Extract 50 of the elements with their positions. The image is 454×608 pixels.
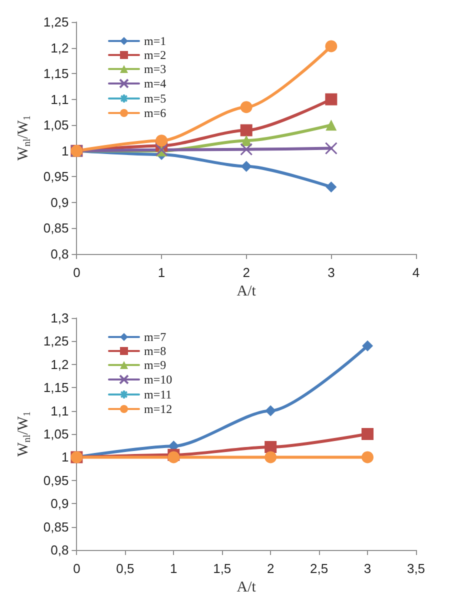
- y-tick-label: 1,3: [50, 310, 69, 326]
- legend-label: m=2: [144, 48, 166, 62]
- y-tick-label: 1,05: [43, 118, 69, 133]
- x-tick-label: 3,5: [406, 561, 426, 576]
- y-tick-label: 1,1: [50, 403, 69, 418]
- y-tick-label: 1,15: [43, 66, 69, 82]
- y-axis-title: Wnl/W1: [16, 115, 33, 161]
- x-tick-label: 1,5: [213, 561, 232, 576]
- x-tick-label: 0,5: [116, 561, 134, 576]
- legend-label: m=5: [144, 92, 166, 106]
- legend-label: m=3: [144, 62, 166, 76]
- x-tick-label: 3: [364, 561, 372, 576]
- x-tick-label: 2: [242, 265, 250, 280]
- y-tick-label: 0,9: [50, 496, 69, 512]
- legend-label: m=9: [144, 358, 166, 372]
- x-tick-label: 4: [412, 265, 420, 280]
- legend-label: m=1: [144, 34, 166, 48]
- x-tick-label: 3: [328, 265, 335, 280]
- y-tick-label: 0,95: [43, 169, 69, 184]
- legend-label: m=12: [144, 402, 172, 416]
- legend-label: m=10: [144, 372, 172, 386]
- y-tick-label: 1,25: [43, 334, 69, 349]
- legend-label: m=8: [144, 344, 166, 358]
- y-tick-label: 1,2: [50, 40, 69, 56]
- legend-label: m=6: [144, 106, 166, 120]
- y-tick-label: 1: [61, 143, 69, 158]
- y-tick-label: 0,8: [50, 542, 69, 558]
- y-tick-label: 1,25: [43, 14, 69, 30]
- legend-label: m=4: [144, 76, 166, 90]
- y-tick-label: 1,2: [50, 356, 69, 372]
- y-tick-label: 1,1: [50, 92, 69, 107]
- y-tick-label: 0,9: [50, 194, 69, 210]
- x-axis-title: A/t: [236, 284, 257, 300]
- legend-label: m=7: [144, 330, 166, 344]
- y-tick-label: 1: [61, 450, 69, 465]
- x-tick-label: 1: [170, 561, 178, 576]
- y-tick-label: 0,8: [50, 246, 69, 262]
- legend-label: m=11: [144, 388, 172, 402]
- x-tick-label: 2,5: [310, 561, 328, 576]
- x-tick-label: 1: [158, 265, 166, 280]
- y-axis-title: Wnl/W1: [16, 411, 33, 457]
- x-tick-label: 0: [73, 561, 80, 576]
- y-tick-label: 1,05: [43, 426, 69, 442]
- x-tick-label: 0: [73, 265, 80, 280]
- y-tick-label: 0,85: [43, 519, 69, 534]
- y-tick-label: 0,85: [43, 220, 69, 236]
- y-tick-label: 1,15: [43, 380, 69, 396]
- y-tick-label: 0,95: [43, 472, 69, 488]
- x-tick-label: 2: [266, 561, 274, 576]
- x-axis-title: A/t: [236, 580, 257, 596]
